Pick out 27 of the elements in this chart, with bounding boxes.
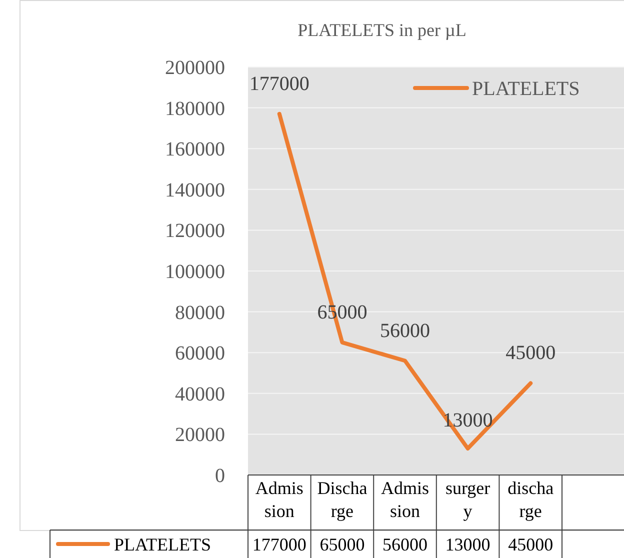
- x-tick-label: surgery: [445, 478, 490, 521]
- text: 56000: [382, 534, 428, 554]
- text: 45000: [508, 534, 554, 554]
- x-tick-label: Discharge: [317, 478, 368, 521]
- x-tick-label: discharge: [508, 478, 554, 521]
- text: 65000: [320, 534, 365, 554]
- y-tick-label: 60000: [175, 342, 225, 365]
- data-label: 177000: [249, 72, 310, 95]
- y-tick-label: 140000: [165, 179, 225, 202]
- y-tick-label: 20000: [175, 424, 225, 446]
- y-tick-label: 0: [215, 465, 225, 487]
- x-tick-label: Admission: [255, 478, 304, 521]
- y-tick-label: 160000: [165, 138, 225, 161]
- text: 177000: [252, 534, 306, 554]
- y-tick-label: 180000: [165, 98, 225, 120]
- text: PLATELETS: [114, 534, 211, 554]
- y-tick-label: 120000: [165, 220, 225, 242]
- y-tick-label: 100000: [165, 261, 225, 283]
- legend-label: PLATELETS: [472, 78, 580, 100]
- y-tick-label: 200000: [165, 57, 225, 79]
- text: 13000: [445, 534, 490, 554]
- chart-title: PLATELETS in per µL: [298, 20, 466, 40]
- y-tick-label: 80000: [175, 302, 225, 324]
- x-tick-label: Admission: [380, 478, 430, 521]
- y-tick-label: 40000: [175, 383, 225, 406]
- data-label: 56000: [380, 320, 430, 342]
- data-label: 45000: [506, 342, 556, 364]
